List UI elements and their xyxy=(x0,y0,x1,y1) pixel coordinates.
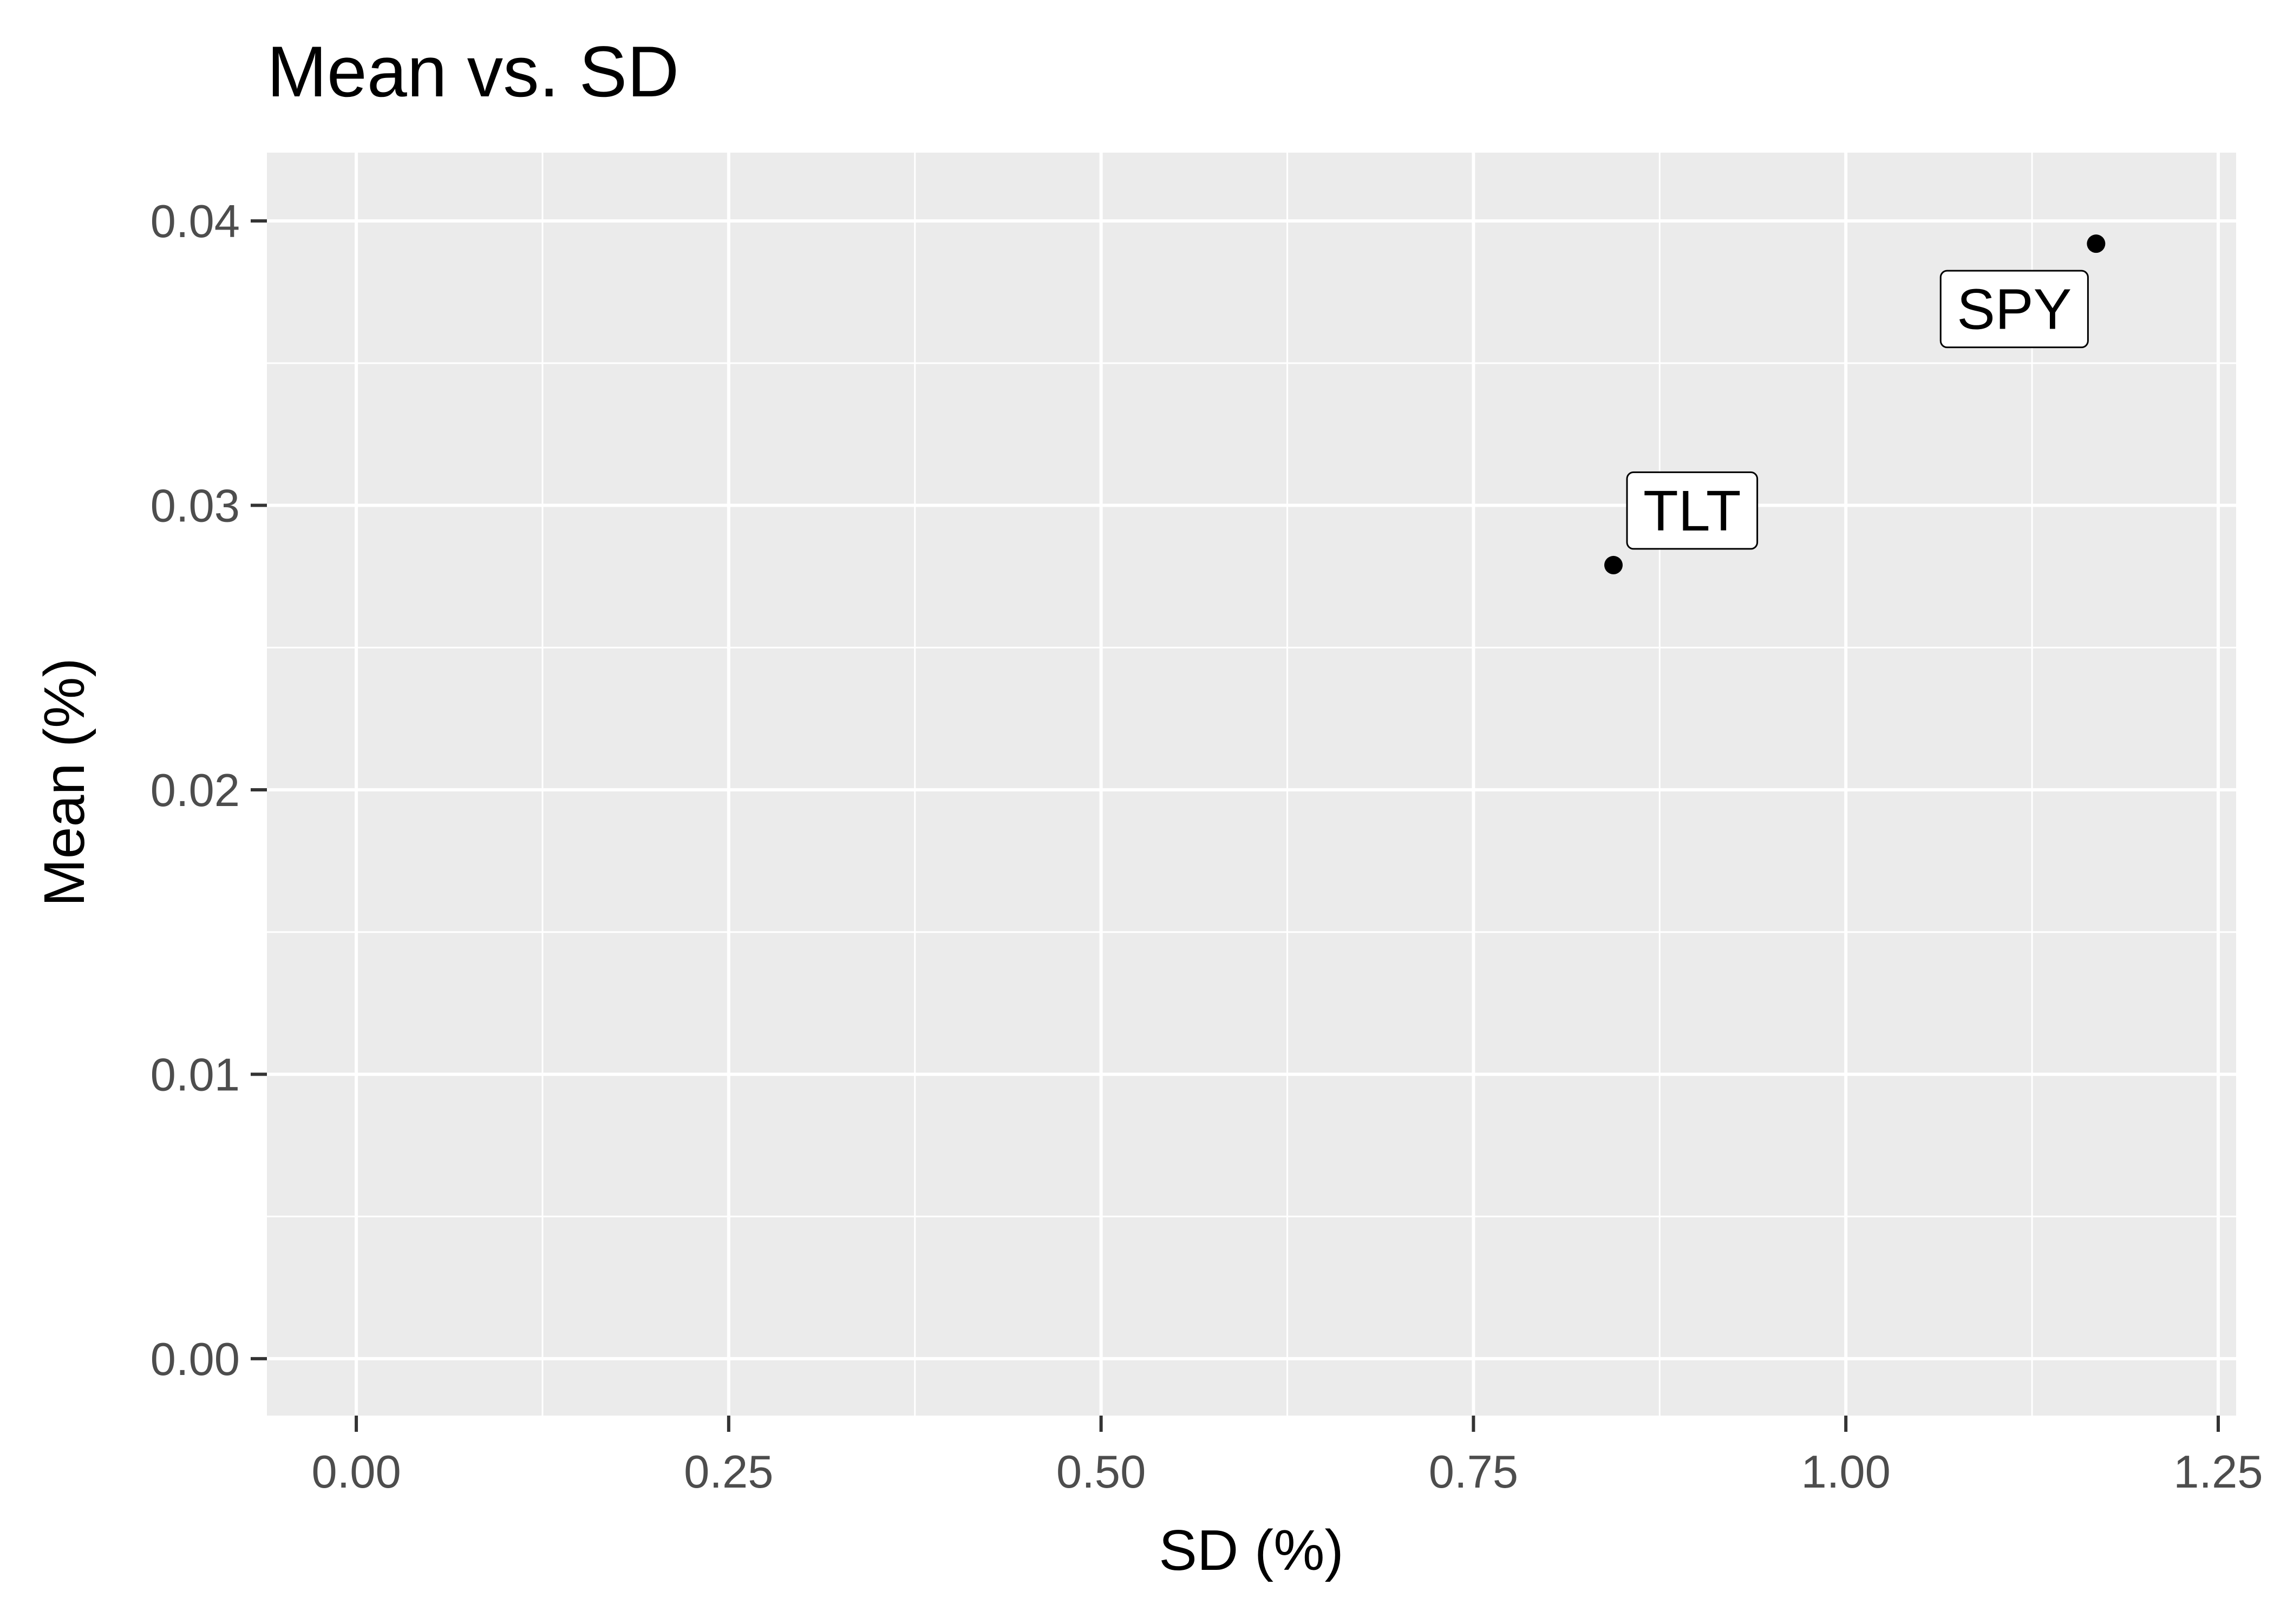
x-tick-label: 0.00 xyxy=(311,1446,401,1498)
x-tick-label: 0.50 xyxy=(1056,1446,1146,1498)
y-tick-label: 0.04 xyxy=(151,196,240,247)
y-axis: 0.00 0.01 0.02 0.03 0.04 xyxy=(151,196,267,1385)
x-axis: 0.00 0.25 0.50 0.75 1.00 1.25 xyxy=(311,1416,2263,1498)
label-text: SPY xyxy=(1957,278,2072,342)
label-box xyxy=(1939,270,2089,349)
x-axis-title: SD (%) xyxy=(1159,1518,1344,1582)
data-point-spy xyxy=(2087,234,2106,253)
y-tick-label: 0.01 xyxy=(151,1049,240,1101)
y-tick-label: 0.00 xyxy=(151,1334,240,1385)
y-axis-title: Mean (%) xyxy=(32,658,96,906)
label-box xyxy=(1626,471,1759,550)
plot-panel xyxy=(267,153,2236,1416)
y-tick-label: 0.02 xyxy=(151,765,240,816)
x-tick-label: 1.00 xyxy=(1801,1446,1890,1498)
y-tick-label: 0.03 xyxy=(151,481,240,532)
chart-title: Mean vs. SD xyxy=(267,32,679,112)
data-layer: SPY TLT xyxy=(1604,234,2106,574)
label-text: TLT xyxy=(1643,479,1741,543)
x-tick-label: 1.25 xyxy=(2173,1446,2263,1498)
data-label-spy: SPY xyxy=(1939,270,2089,349)
data-label-tlt: TLT xyxy=(1626,471,1759,550)
x-tick-label: 0.75 xyxy=(1429,1446,1518,1498)
x-tick-label: 0.25 xyxy=(684,1446,773,1498)
data-point-tlt xyxy=(1604,555,1623,574)
